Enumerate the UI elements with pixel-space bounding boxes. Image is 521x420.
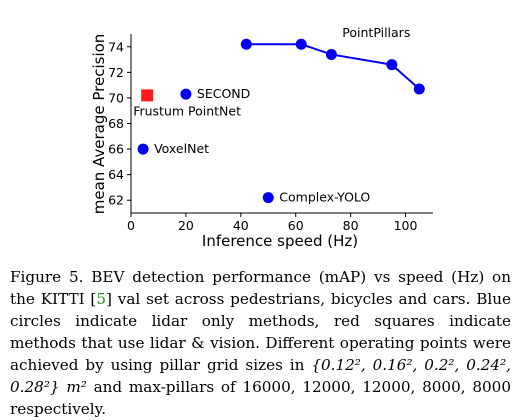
second-label: SECOND — [197, 86, 250, 101]
y-tick-label: 74 — [108, 39, 124, 54]
pointpillars-circle-point — [325, 48, 337, 60]
data-marks — [137, 38, 425, 204]
caption-middle: ] val set across pedestrians, bicycles a… — [10, 290, 511, 374]
frustum-pointnet-square-point — [141, 89, 154, 102]
x-tick-label: 20 — [178, 218, 194, 233]
caption-suffix: and max-pillars of 16000, 12000, 12000, … — [10, 378, 511, 418]
voxelnet-label: VoxelNet — [154, 141, 209, 156]
x-tick-label: 0 — [127, 218, 135, 233]
pointpillars-circle-point — [413, 83, 425, 95]
pointpillars-label: PointPillars — [342, 25, 410, 40]
point-labels: PointPillars SECOND VoxelNet Complex-YOLO Fr… — [133, 25, 410, 204]
caption-prefix: Figure 5. BEV detection performance (mAP… — [10, 268, 511, 308]
y-tick-label: 70 — [108, 90, 124, 105]
x-tick-label: 80 — [343, 218, 359, 233]
pointpillars-circle-point — [295, 38, 307, 50]
figure-caption: Figure 5. BEV detection performance (mAP… — [10, 266, 511, 420]
pointpillars-circle-point — [386, 59, 398, 71]
y-axis-title: mean Average Precision — [90, 34, 108, 215]
complex-yolo-circle-point — [262, 192, 274, 204]
y-tick-label: 62 — [108, 193, 124, 208]
y-tick-label: 64 — [108, 167, 124, 182]
caption-grid-sizes: {0.12², 0.16², 0.2², 0.24², 0.28²} m² — [10, 356, 511, 396]
x-tick-label: 60 — [288, 218, 304, 233]
voxelnet-circle-point — [137, 143, 149, 155]
x-axis-title: Inference speed (Hz) — [202, 232, 358, 250]
chart: 0 20 40 60 80 100 62 64 66 68 70 72 74 PointPillars S… — [90, 25, 433, 250]
ticks: 0 20 40 60 80 100 62 64 66 68 70 72 74 — [108, 39, 417, 233]
pointpillars-circle-point — [240, 38, 252, 50]
y-tick-label: 68 — [108, 116, 124, 131]
x-tick-label: 40 — [233, 218, 249, 233]
frustum-pointnet-label: Frustum PointNet — [133, 103, 241, 118]
caption-reference-link[interactable]: 5 — [96, 290, 107, 308]
x-tick-label: 100 — [394, 218, 418, 233]
y-tick-label: 72 — [108, 65, 124, 80]
complex-yolo-label: Complex-YOLO — [279, 190, 370, 205]
second-circle-point — [180, 88, 192, 100]
axes — [130, 34, 433, 214]
y-tick-label: 66 — [108, 142, 124, 157]
